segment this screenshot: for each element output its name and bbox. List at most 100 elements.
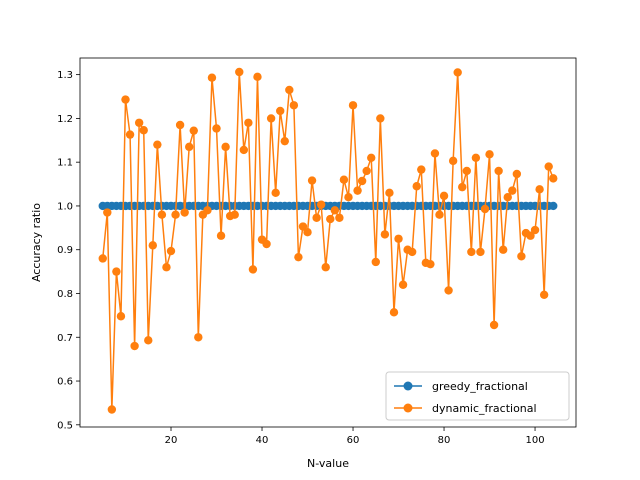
data-point-dynamic-fractional [207,73,217,82]
data-point-dynamic-fractional [426,259,435,269]
data-point-dynamic-fractional [480,204,490,214]
legend-frame [385,371,570,421]
data-point-dynamic-fractional [244,118,253,127]
y-axis-label: Accuracy ratio [30,203,43,282]
data-point-dynamic-fractional [517,252,526,261]
data-point-dynamic-fractional [503,193,512,202]
data-point-dynamic-fractional [157,210,167,219]
data-point-dynamic-fractional [316,200,326,209]
x-tick-label: 80 [438,435,451,446]
data-point-dynamic-fractional [162,263,171,272]
data-point-dynamic-fractional [326,214,335,224]
data-point-dynamic-fractional [357,176,367,186]
y-tick-label: 1.2 [57,114,73,125]
data-point-dynamic-fractional [303,228,312,237]
data-point-dynamic-fractional [262,239,271,249]
data-point-dynamic-fractional [530,225,540,235]
data-point-dynamic-fractional [239,145,249,155]
data-point-dynamic-fractional [171,210,180,219]
x-axis-label: N-value [307,457,349,470]
data-point-dynamic-fractional [394,234,403,243]
data-point-dynamic-fractional [330,206,340,215]
y-tick-label: 1.1 [57,158,73,169]
data-point-dynamic-fractional [248,265,258,274]
legend: greedy_fractional dynamic_fractional [385,371,570,421]
data-point-dynamic-fractional [276,106,285,116]
data-point-dynamic-fractional [221,142,230,152]
data-point-dynamic-fractional [212,124,221,133]
series-dynamic-fractional [98,67,558,414]
data-point-dynamic-fractional [398,280,408,289]
plot-area-frame [79,57,577,428]
x-tick-label: 40 [256,435,269,446]
data-point-dynamic-fractional [376,114,385,123]
data-point-dynamic-fractional [180,208,189,217]
data-point-dynamic-fractional [362,166,371,176]
data-point-dynamic-fractional [430,149,440,158]
data-point-dynamic-fractional [367,153,376,162]
x-tick-label: 60 [347,435,360,446]
data-point-dynamic-fractional [203,206,212,215]
data-point-dynamic-fractional [458,182,467,192]
data-point-dynamic-fractional [462,166,471,176]
data-point-dynamic-fractional [498,245,508,254]
data-point-dynamic-fractional [335,213,344,222]
data-point-dynamic-fractional [544,162,553,171]
data-point-dynamic-fractional [253,72,262,82]
data-point-dynamic-fractional [280,136,289,146]
y-tick-label: 0.9 [57,245,73,256]
x-tick-label: 20 [165,435,178,446]
data-point-dynamic-fractional [435,210,444,219]
data-point-dynamic-fractional [139,126,148,135]
data-point-dynamic-fractional [389,308,399,317]
x-axis: 20 40 60 80 100 [165,427,545,446]
data-point-dynamic-fractional [166,246,176,256]
data-point-dynamic-fractional [116,312,126,321]
data-point-dynamic-fractional [439,191,449,201]
data-point-dynamic-fractional [453,68,462,77]
y-tick-label: 1.0 [57,201,73,212]
data-point-dynamic-fractional [489,320,499,330]
data-point-dynamic-fractional [312,213,321,222]
data-point-dynamic-fractional [271,188,280,198]
series-greedy-fractional [98,201,558,211]
data-point-dynamic-fractional [235,67,244,77]
data-point-dynamic-fractional [194,333,203,342]
data-point-dynamic-fractional [112,267,121,276]
data-point-dynamic-fractional [407,247,417,257]
data-point-greedy-fractional [549,201,558,211]
data-point-dynamic-fractional [467,247,476,257]
legend-label-dynamic: dynamic_fractional [432,402,537,415]
data-point-dynamic-fractional [266,114,276,123]
data-point-dynamic-fractional [298,222,308,231]
y-tick-label: 0.7 [57,333,73,344]
data-point-dynamic-fractional [549,174,558,183]
legend-marker-greedy [403,381,413,391]
data-point-dynamic-fractional [107,405,117,414]
data-point-dynamic-fractional [134,118,144,127]
data-point-dynamic-fractional [471,153,481,162]
data-point-dynamic-fractional [476,247,485,257]
data-point-dynamic-fractional [485,150,494,159]
data-point-dynamic-fractional [144,336,153,345]
data-point-dynamic-fractional [353,186,362,195]
data-point-dynamic-fractional [444,286,453,295]
data-point-dynamic-fractional [380,230,390,239]
data-point-dynamic-fractional [371,257,380,267]
series-layer [98,67,558,414]
y-tick-label: 1.3 [57,70,73,81]
data-point-dynamic-fractional [103,208,112,217]
x-tick-label: 100 [525,435,544,446]
data-point-dynamic-fractional [385,188,394,198]
y-tick-label: 0.5 [57,420,73,431]
data-point-dynamic-fractional [508,186,517,195]
data-point-dynamic-fractional [348,101,358,110]
data-point-dynamic-fractional [153,140,162,149]
data-point-dynamic-fractional [285,85,294,95]
data-point-dynamic-fractional [494,166,503,176]
data-point-dynamic-fractional [526,231,535,240]
y-axis: 0.5 0.6 0.7 0.8 0.9 1.0 1.1 1.2 1.3 [57,70,80,431]
data-point-dynamic-fractional [216,231,226,240]
data-point-dynamic-fractional [130,341,139,351]
